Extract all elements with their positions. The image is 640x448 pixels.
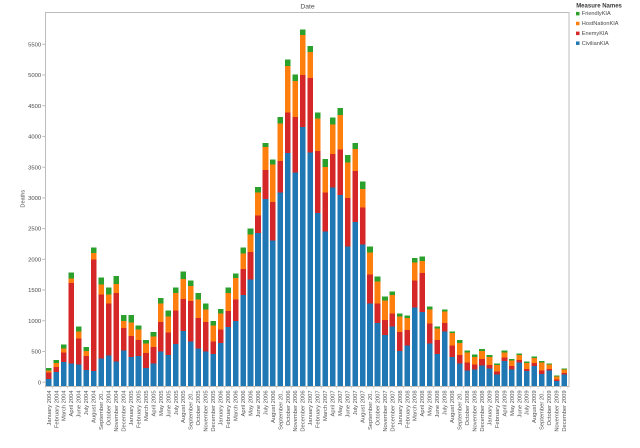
svg-text:5000: 5000 <box>28 73 42 79</box>
svg-text:July 2008: July 2008 <box>443 390 449 415</box>
svg-text:5500: 5500 <box>28 42 42 48</box>
svg-text:April 2004: April 2004 <box>69 390 75 417</box>
svg-text:April 2005: April 2005 <box>151 390 157 416</box>
svg-text:December 2005: December 2005 <box>211 390 217 431</box>
svg-text:HostNationKIA: HostNationKIA <box>582 21 619 27</box>
svg-text:July 2006: July 2006 <box>263 390 269 415</box>
svg-text:December 2009: December 2009 <box>562 390 568 431</box>
svg-text:February 2006: February 2006 <box>226 390 232 428</box>
svg-text:March 2008: March 2008 <box>413 390 419 421</box>
svg-text:2500: 2500 <box>28 227 42 233</box>
svg-text:June 2007: June 2007 <box>346 390 352 417</box>
svg-text:FriendlyKIA: FriendlyKIA <box>582 11 611 17</box>
svg-text:June 2004: June 2004 <box>77 390 83 418</box>
svg-text:December 2004: December 2004 <box>121 390 127 432</box>
svg-text:March 2005: March 2005 <box>144 390 150 421</box>
svg-text:November 2008: November 2008 <box>472 390 478 431</box>
svg-text:February 2008: February 2008 <box>405 390 411 428</box>
svg-text:August 2007: August 2007 <box>360 390 366 423</box>
svg-text:October 2005: October 2005 <box>196 390 202 425</box>
svg-text:May 2005: May 2005 <box>159 390 165 415</box>
svg-text:February 2005: February 2005 <box>136 390 142 428</box>
svg-text:May 2006: May 2006 <box>248 390 254 415</box>
svg-text:EnemyKIA: EnemyKIA <box>582 31 609 37</box>
svg-text:June 2008: June 2008 <box>435 390 441 417</box>
svg-text:March 2004: March 2004 <box>62 390 68 421</box>
svg-text:4000: 4000 <box>28 135 42 141</box>
svg-text:September 20..: September 20.. <box>540 390 546 430</box>
svg-text:3000: 3000 <box>28 196 42 202</box>
svg-text:October 2004: October 2004 <box>107 390 113 426</box>
svg-text:January 2005: January 2005 <box>129 390 135 425</box>
svg-text:October 2008: October 2008 <box>465 390 471 425</box>
svg-text:April 2006: April 2006 <box>241 390 247 416</box>
svg-text:1000: 1000 <box>28 319 42 325</box>
svg-text:January 2006: January 2006 <box>219 390 225 425</box>
svg-text:July 2005: July 2005 <box>174 390 180 415</box>
svg-text:August 2005: August 2005 <box>181 390 187 423</box>
svg-text:Measure Names: Measure Names <box>576 4 622 10</box>
svg-text:December 2008: December 2008 <box>480 390 486 431</box>
svg-text:2000: 2000 <box>28 257 42 263</box>
svg-text:April 2008: April 2008 <box>420 390 426 416</box>
svg-text:September 20..: September 20.. <box>189 390 195 430</box>
svg-text:January 2007: January 2007 <box>308 390 314 425</box>
svg-text:January 2004: January 2004 <box>47 390 53 426</box>
svg-text:November 2005: November 2005 <box>204 390 210 431</box>
svg-text:June 2009: June 2009 <box>517 390 523 417</box>
svg-text:May 2009: May 2009 <box>510 390 516 415</box>
svg-text:November 2007: November 2007 <box>383 390 389 431</box>
svg-text:Deaths: Deaths <box>20 190 26 208</box>
svg-text:August 2004: August 2004 <box>92 390 98 423</box>
svg-text:March 2006: March 2006 <box>234 390 240 421</box>
svg-text:May 2008: May 2008 <box>428 390 434 415</box>
svg-text:February 2009: February 2009 <box>495 390 501 428</box>
svg-text:December 2007: December 2007 <box>390 390 396 431</box>
svg-text:3500: 3500 <box>28 165 42 171</box>
svg-text:June 2006: June 2006 <box>256 390 262 417</box>
svg-text:4500: 4500 <box>28 104 42 110</box>
svg-text:August 2009: August 2009 <box>532 390 538 423</box>
svg-text:November 2004: November 2004 <box>114 390 120 432</box>
svg-text:August 2008: August 2008 <box>450 390 456 423</box>
svg-text:March 2007: March 2007 <box>323 390 329 421</box>
svg-text:June 2005: June 2005 <box>166 390 172 417</box>
svg-text:July 2009: July 2009 <box>525 390 531 415</box>
svg-text:July 2007: July 2007 <box>353 390 359 415</box>
svg-text:October 2009: October 2009 <box>547 390 553 425</box>
svg-text:April 2009: April 2009 <box>502 390 508 416</box>
svg-text:January 2009: January 2009 <box>487 390 493 425</box>
svg-text:September 20..: September 20.. <box>458 390 464 430</box>
svg-text:February 2007: February 2007 <box>316 390 322 428</box>
svg-text:October 2006: October 2006 <box>286 390 292 425</box>
svg-text:CivilianKIA: CivilianKIA <box>582 41 609 47</box>
svg-text:0: 0 <box>38 380 42 386</box>
svg-text:September 20..: September 20.. <box>368 390 374 430</box>
svg-text:July 2004: July 2004 <box>84 390 90 416</box>
svg-text:August 2006: August 2006 <box>271 390 277 423</box>
svg-text:December 2006: December 2006 <box>301 390 307 431</box>
svg-text:September 20..: September 20.. <box>99 390 105 430</box>
svg-text:October 2007: October 2007 <box>375 390 381 425</box>
svg-text:April 2007: April 2007 <box>331 390 337 416</box>
svg-text:November 2006: November 2006 <box>293 390 299 431</box>
svg-text:September 20..: September 20.. <box>278 390 284 430</box>
svg-text:January 2008: January 2008 <box>398 390 404 425</box>
svg-text:February 2004: February 2004 <box>54 390 60 428</box>
svg-text:November 2009: November 2009 <box>555 390 561 431</box>
svg-text:Date: Date <box>300 4 315 11</box>
svg-text:500: 500 <box>31 350 42 356</box>
svg-text:May 2007: May 2007 <box>338 390 344 415</box>
svg-text:1500: 1500 <box>28 288 42 294</box>
